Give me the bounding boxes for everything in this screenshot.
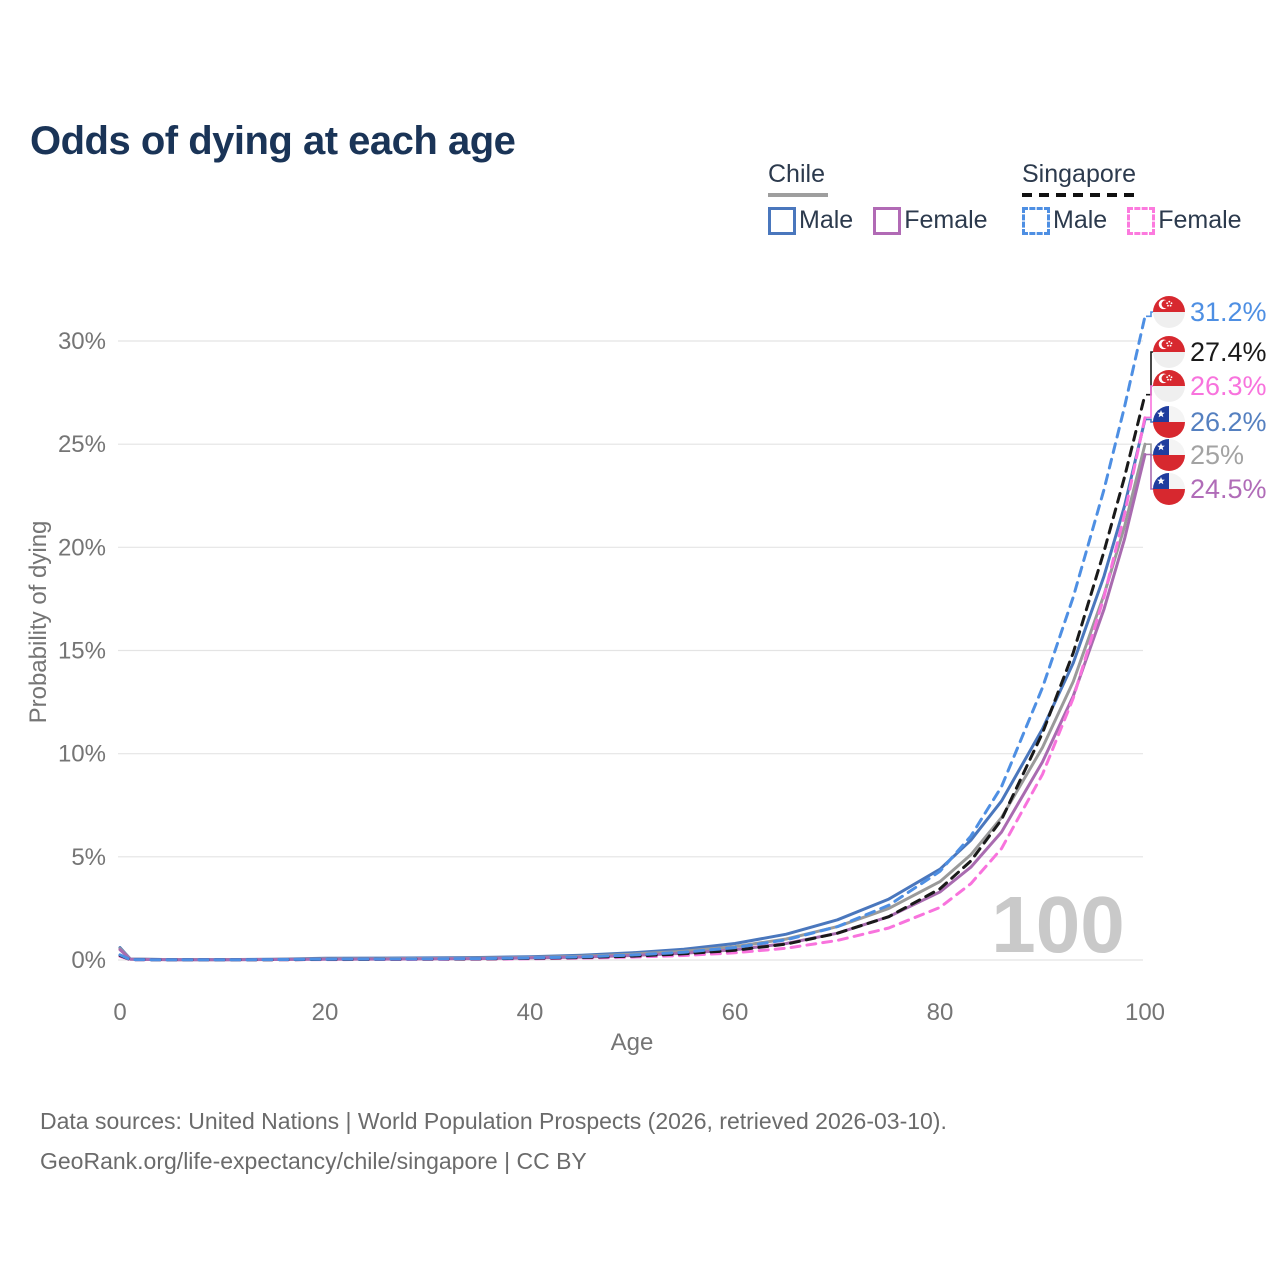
attribution-link-text: GeoRank.org/life-expectancy/chile/singap… <box>40 1148 587 1174</box>
legend-item-chile-female[interactable]: Female <box>873 206 988 235</box>
y-axis-title: Probability of dying <box>25 521 52 724</box>
legend-label: Male <box>799 206 854 234</box>
singapore-female-swatch-icon <box>1127 206 1156 235</box>
legend-item-singapore-female[interactable]: Female <box>1127 206 1242 235</box>
y-tick-label: 10% <box>58 741 106 768</box>
singapore-flag-icon <box>1153 296 1185 328</box>
singapore-line-style-swatch <box>1022 193 1136 197</box>
legend-label: Female <box>904 206 988 234</box>
legend-country-chile[interactable]: Chile <box>768 160 825 188</box>
x-tick-label: 20 <box>312 999 339 1026</box>
y-tick-label: 5% <box>71 844 106 871</box>
singapore-male-swatch-icon <box>1022 206 1050 235</box>
end-value-label-chile-female: 24.5% <box>1190 474 1267 504</box>
singapore-flag-icon <box>1153 336 1185 368</box>
chile-line-style-swatch <box>768 193 828 197</box>
data-source-text: Data sources: United Nations | World Pop… <box>40 1108 947 1134</box>
legend-item-singapore-male[interactable]: Male <box>1022 206 1107 235</box>
y-tick-label: 20% <box>58 534 106 561</box>
series-line-singapore-male[interactable] <box>118 314 1147 962</box>
series-line-singapore-female[interactable] <box>118 415 1147 962</box>
x-tick-label: 40 <box>517 999 544 1026</box>
legend-label: Male <box>1053 206 1108 234</box>
page-title: Odds of dying at each age <box>30 118 516 163</box>
end-value-label-chile-male: 26.2% <box>1190 407 1267 437</box>
chile-flag-icon <box>1153 406 1185 438</box>
x-tick-label: 100 <box>1125 999 1165 1026</box>
end-value-label-chile-total: 25% <box>1190 440 1244 470</box>
series-line-singapore-total[interactable] <box>118 393 1147 962</box>
y-tick-label: 0% <box>71 947 106 974</box>
y-tick-label: 25% <box>58 431 106 458</box>
x-tick-label: 80 <box>927 999 954 1026</box>
end-value-label-singapore-female: 26.3% <box>1190 371 1267 401</box>
legend-group-chile: Chile Male Female <box>768 160 988 235</box>
legend-group-singapore: Singapore Male Female <box>1022 160 1242 235</box>
x-tick-label: 0 <box>113 999 126 1026</box>
series-line-chile-male[interactable] <box>118 417 1147 962</box>
legend-country-singapore[interactable]: Singapore <box>1022 160 1136 188</box>
x-tick-label: 60 <box>722 999 749 1026</box>
end-value-label-singapore-male: 31.2% <box>1190 297 1267 327</box>
age-watermark: 100 <box>991 880 1124 969</box>
legend-label: Female <box>1158 206 1242 234</box>
end-value-label-singapore-total: 27.4% <box>1190 337 1267 367</box>
y-tick-label: 30% <box>58 328 106 355</box>
chile-female-swatch-icon <box>873 206 902 235</box>
y-tick-label: 15% <box>58 638 106 665</box>
chile-male-swatch-icon <box>768 206 796 235</box>
x-axis-title: Age <box>611 1029 654 1056</box>
chile-flag-icon <box>1153 439 1185 471</box>
chile-flag-icon <box>1153 473 1185 505</box>
singapore-flag-icon <box>1153 370 1185 402</box>
legend-item-chile-male[interactable]: Male <box>768 206 853 235</box>
